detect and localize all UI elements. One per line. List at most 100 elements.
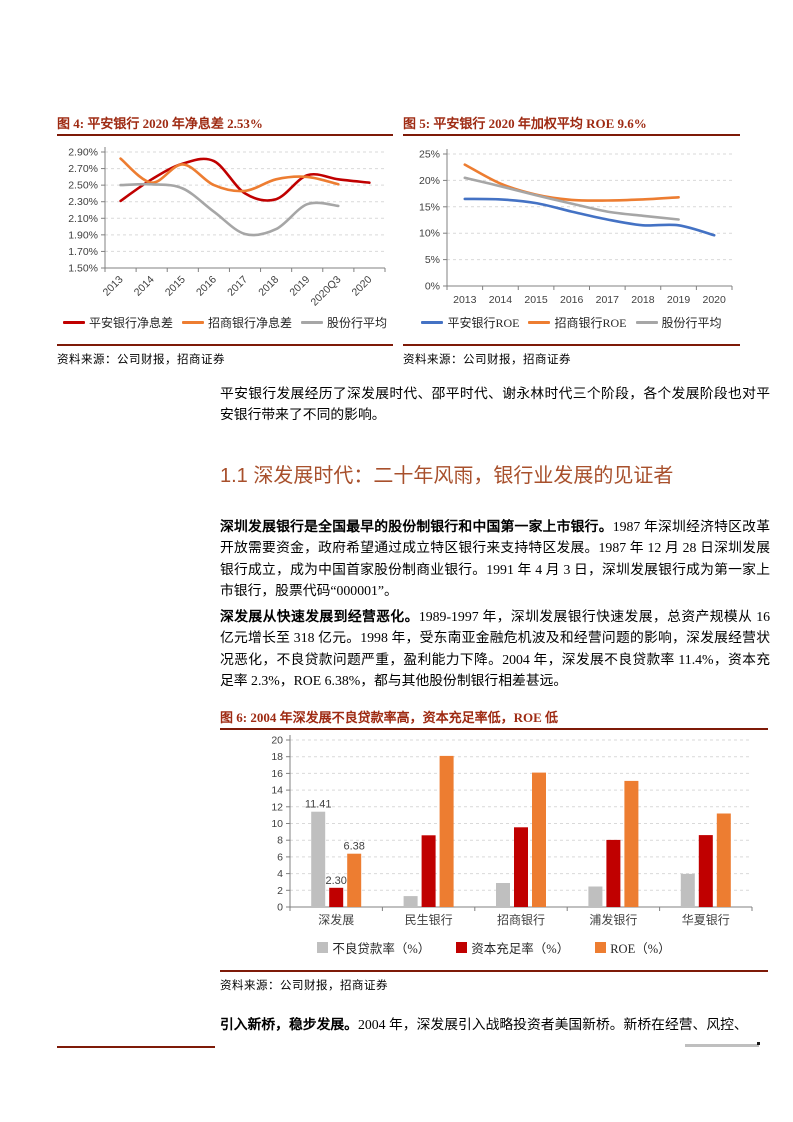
paragraph-lead: 深圳发展银行是全国最早的股份制银行和中国第一家上市银行。 (220, 519, 613, 534)
svg-text:2.30%: 2.30% (68, 196, 98, 208)
legend-swatch-icon (635, 321, 658, 324)
svg-text:2014: 2014 (489, 294, 513, 306)
svg-text:14: 14 (271, 785, 283, 797)
svg-text:2015: 2015 (524, 294, 548, 306)
svg-text:18: 18 (271, 751, 283, 763)
footer-dot (757, 1042, 760, 1045)
svg-text:10: 10 (271, 818, 283, 830)
legend-label: 招商银行净息差 (207, 316, 292, 330)
legend-item: 平安银行净息差 (62, 314, 173, 331)
svg-text:6: 6 (277, 851, 283, 863)
svg-text:2020: 2020 (350, 274, 375, 299)
figure-4-source-note: 资料来源：公司财报，招商证券 (57, 344, 393, 367)
legend-swatch-icon (421, 321, 444, 324)
legend-swatch-icon (301, 321, 323, 324)
figure-5-title: 图 5: 平安银行 2020 年加权平均 ROE 9.6% (403, 115, 740, 136)
legend-swatch-icon (317, 942, 329, 953)
svg-text:0: 0 (277, 902, 283, 914)
legend-label: 股份行平均 (327, 316, 388, 330)
roe-line-chart: 0% 5% 10% 15% 20% 25% 2013 2014 2015 2016 2017 2018… (403, 138, 740, 313)
svg-text:1.70%: 1.70% (68, 246, 98, 258)
line-series (119, 157, 371, 203)
legend-label: 资本充足率（%） (471, 942, 570, 956)
line-series (119, 157, 340, 193)
footer-rule-right (685, 1044, 759, 1047)
legend-item: 招商银行净息差 (181, 314, 292, 331)
paragraph-lead: 引入新桥，稳步发展。 (220, 1017, 358, 1032)
svg-text:2016: 2016 (194, 274, 219, 299)
figure-6-legend: 不良贷款率（%） 资本充足率（%） ROE（%） (220, 938, 768, 957)
bar-data-label: 11.41 (305, 799, 332, 811)
bar-data-label: 2.30 (325, 875, 346, 887)
comparison-bar-chart: 0 2 4 6 8 10 12 14 16 18 20 深发展 民生银行 招商银行 浦发银行 华夏银行 11.4… (220, 732, 768, 937)
svg-text:20: 20 (271, 735, 283, 747)
legend-swatch-icon (181, 321, 204, 324)
svg-text:5%: 5% (425, 254, 440, 266)
gridlines (105, 151, 385, 252)
svg-text:2020Q3: 2020Q3 (309, 274, 344, 309)
svg-text:2.10%: 2.10% (68, 213, 98, 225)
intro-paragraph: 平安银行发展经历了深发展时代、邵平时代、谢永林时代三个阶段，各个发展阶段也对平安… (220, 386, 770, 423)
figure-5-legend: 平安银行ROE 招商银行ROE 股份行平均 (403, 314, 740, 331)
paragraph-body: 2004 年，深发展引入战略投资者美国新桥。新桥在经营、风控、 (357, 1017, 748, 1032)
legend-swatch-icon (456, 942, 468, 953)
svg-text:10%: 10% (419, 228, 440, 240)
axis-labels: 0% 5% 10% 15% 20% 25% 2013 2014 2015 2016 2017 2018… (419, 149, 726, 307)
legend-item: 股份行平均 (635, 314, 722, 331)
svg-text:2: 2 (277, 885, 283, 897)
figure-4-title: 图 4: 平安银行 2020 年净息差 2.53% (57, 115, 393, 136)
legend-label: 平安银行净息差 (88, 316, 173, 330)
svg-text:2.70%: 2.70% (68, 163, 98, 175)
legend-item: 资本充足率（%） (456, 938, 569, 957)
svg-text:2.90%: 2.90% (68, 147, 98, 159)
line-series (463, 197, 716, 237)
svg-text:2018: 2018 (631, 294, 655, 306)
svg-text:2017: 2017 (596, 294, 620, 306)
legend-item: 平安银行ROE (421, 314, 519, 331)
svg-text:华夏银行: 华夏银行 (682, 913, 730, 927)
legend-swatch-icon (528, 321, 551, 324)
svg-text:25%: 25% (419, 149, 440, 161)
section-heading: 1.1 深发展时代：二十年风雨，银行业发展的见证者 (220, 465, 674, 487)
paragraph-lead: 深发展从快速发展到经营恶化。 (220, 609, 419, 624)
legend-label: ROE（%） (610, 942, 671, 956)
svg-text:4: 4 (277, 868, 283, 880)
figure-6-2004-comparison-chart: 图 6: 2004 年深发展不良贷款率高，资本充足率低，ROE 低 0 2 4 6 8 1… (220, 709, 768, 993)
legend-swatch-icon (595, 942, 607, 953)
svg-text:深发展: 深发展 (318, 912, 354, 927)
legend-item: 不良贷款率（%） (317, 938, 430, 957)
bar-data-label: 6.38 (343, 841, 364, 853)
figure-6-title: 图 6: 2004 年深发展不良贷款率高，资本充足率低，ROE 低 (220, 709, 768, 730)
paragraph-sdb-deterioration: 深发展从快速发展到经营恶化。1989-1997 年，深圳发展银行快速发展，总资产… (220, 606, 770, 692)
line-series (463, 163, 680, 202)
paragraph-body: 1989-1997 年，深圳发展银行快速发展，总资产规模从 16 亿元增长至 3… (220, 609, 770, 689)
legend-label: 平安银行ROE (447, 316, 520, 330)
svg-text:2018: 2018 (256, 274, 281, 299)
svg-text:1.50%: 1.50% (68, 263, 98, 275)
axis-labels: 0 2 4 6 8 10 12 14 16 18 20 深发展 民生银行 招商银行 浦发银行 华夏银行 (271, 735, 729, 928)
axes (101, 147, 386, 272)
bar-series (329, 827, 713, 907)
svg-text:12: 12 (271, 801, 283, 813)
svg-text:民生银行: 民生银行 (405, 913, 453, 927)
figure-6-source-note: 资料来源：公司财报，招商证券 (220, 970, 768, 993)
svg-text:16: 16 (271, 768, 283, 780)
figure-5-roe-chart: 图 5: 平安银行 2020 年加权平均 ROE 9.6% 0% 5% 10% 15%… (403, 115, 740, 367)
svg-text:浦发银行: 浦发银行 (589, 912, 637, 927)
roe-line-chart-canvas: 0% 5% 10% 15% 20% 25% 2013 2014 2015 2016 2017 2018… (419, 149, 733, 307)
svg-text:1.90%: 1.90% (68, 229, 98, 241)
paragraph-body: 1987 年深圳经济特区改革开放需要资金，政府希望通过成立特区银行来支持特区发展… (220, 519, 771, 599)
legend-label: 不良贷款率（%） (332, 942, 431, 956)
svg-text:2019: 2019 (287, 274, 312, 299)
axis-labels: 1.50% 1.70% 1.90% 2.10% 2.30% 2.50% 2.70% 2.90%… (68, 147, 374, 309)
svg-text:8: 8 (277, 835, 283, 847)
figure-4-legend: 平安银行净息差 招商银行净息差 股份行平均 (57, 314, 393, 331)
line-series (463, 176, 680, 221)
svg-text:2020: 2020 (703, 294, 727, 306)
legend-swatch-icon (62, 321, 85, 324)
legend-label: 招商银行ROE (554, 316, 627, 330)
bar-series (311, 811, 695, 907)
svg-text:2017: 2017 (225, 274, 250, 299)
svg-text:2013: 2013 (453, 294, 477, 306)
